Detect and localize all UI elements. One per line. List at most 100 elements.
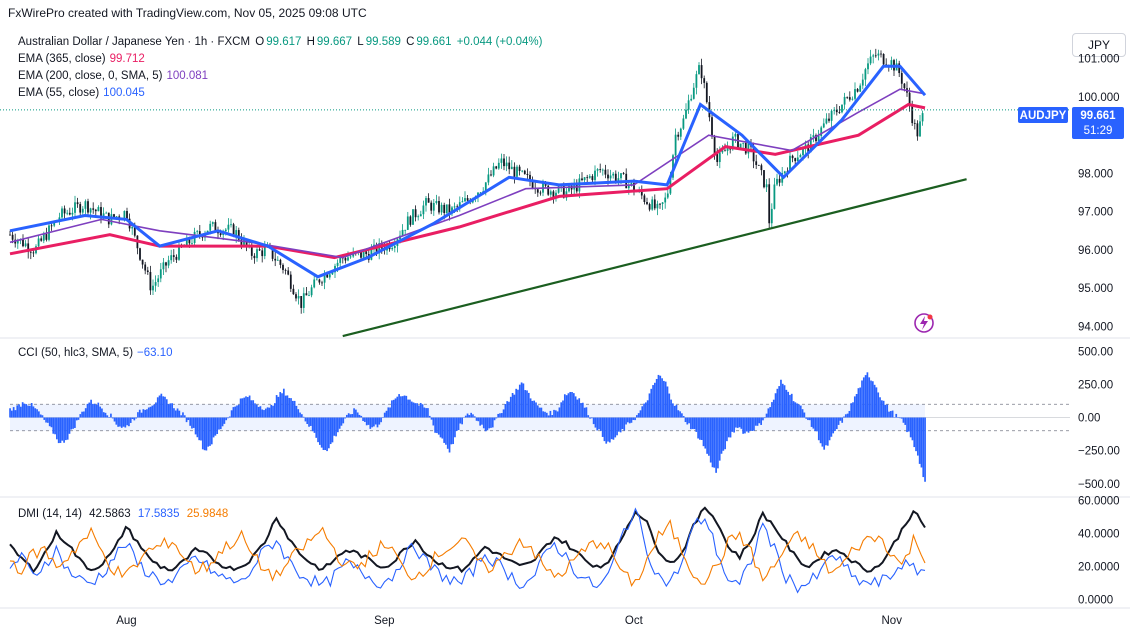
cci-bar	[717, 417, 719, 469]
cci-bar	[448, 417, 451, 453]
dmi-axis-tick: 20.0000	[1078, 562, 1120, 574]
dmi-legend[interactable]: DMI (14, 14) 42.5863 17.5835 25.9848	[18, 508, 228, 520]
cci-bar	[913, 417, 916, 448]
cci-bar	[246, 397, 249, 418]
cci-bar	[850, 403, 853, 418]
cci-bar	[138, 409, 141, 418]
cci-bar	[101, 408, 103, 418]
candle-body	[399, 235, 401, 240]
candle-body	[851, 98, 854, 100]
candle-body	[219, 233, 222, 236]
candle-body	[607, 174, 609, 179]
cci-bar	[583, 407, 586, 418]
candle-body	[604, 169, 607, 175]
cci-bar	[454, 417, 456, 438]
dmi-pane[interactable]	[9, 506, 926, 594]
cci-bar	[191, 417, 193, 429]
cci-bar	[735, 417, 737, 428]
cci-bar	[340, 417, 343, 426]
cci-bar	[844, 414, 847, 418]
cci-bar	[531, 400, 534, 418]
cci-bar	[173, 408, 175, 418]
candle-body	[279, 259, 282, 265]
candle-body	[71, 212, 74, 215]
candle-body	[900, 73, 903, 84]
cci-bar	[29, 405, 31, 418]
candle-body	[599, 169, 602, 170]
cci-bar	[762, 417, 764, 421]
candle-body	[141, 259, 144, 265]
candle-body	[487, 174, 490, 183]
cci-bar	[201, 417, 204, 450]
candle-body	[227, 224, 230, 230]
price-pane[interactable]	[0, 48, 1070, 338]
candle-body	[474, 197, 477, 199]
symbol-name: Australian Dollar / Japanese Yen · 1h · …	[18, 36, 251, 48]
cci-bar	[410, 401, 413, 418]
candle-body	[175, 256, 178, 260]
cci-bar	[432, 417, 435, 426]
candle-body	[776, 178, 778, 185]
cci-bar	[706, 417, 708, 454]
cci-bar	[385, 410, 388, 418]
cci-bar	[180, 415, 183, 418]
cci-bar	[65, 417, 67, 441]
cci-bar	[911, 417, 914, 441]
cci-bar	[803, 412, 806, 418]
cci-bar	[63, 417, 65, 443]
cci-bar	[18, 404, 20, 418]
cci-bar	[466, 413, 469, 418]
cci-axis-tick: 0.00	[1078, 413, 1100, 425]
cci-bar	[486, 417, 489, 431]
cci-bar	[129, 417, 132, 423]
cci-pane[interactable]	[9, 372, 1070, 482]
candle-body	[89, 208, 92, 213]
price-axis-tick: 99.000	[1078, 130, 1113, 142]
attribution-text: FxWirePro created with TradingView.com, …	[8, 6, 367, 20]
currency-button[interactable]: JPY	[1072, 33, 1126, 57]
price-axis-tick: 97.000	[1078, 207, 1113, 219]
ema365-label: EMA (365, close)	[18, 53, 106, 65]
ema200-legend[interactable]: EMA (200, close, 0, SMA, 5) 100.081	[18, 70, 208, 82]
candle-body	[872, 55, 875, 57]
cci-bar	[751, 417, 753, 431]
candle-body	[102, 213, 105, 219]
cci-bar	[920, 417, 923, 468]
cci-bar	[769, 407, 771, 418]
candle-body	[781, 173, 784, 183]
cci-bar	[427, 408, 429, 418]
cci-bar	[110, 413, 112, 418]
cci-legend[interactable]: CCI (50, hlc3, SMA, 5) −63.10	[18, 347, 173, 359]
cci-bar	[169, 403, 172, 418]
candle-body	[430, 202, 433, 211]
cci-bar	[540, 407, 543, 418]
cci-bar	[326, 417, 328, 452]
candle-body	[172, 255, 175, 257]
lightning-icon[interactable]	[914, 313, 934, 333]
candle-body	[635, 191, 638, 193]
cci-bar	[819, 417, 822, 444]
cci-bar	[34, 408, 37, 418]
cci-bar	[210, 417, 213, 445]
candle-body	[370, 249, 373, 260]
candle-body	[269, 245, 271, 248]
cci-bar	[270, 404, 273, 418]
cci-bar	[75, 417, 78, 421]
cci-bar	[727, 417, 730, 438]
cci-bar	[279, 392, 282, 418]
candle-body	[115, 216, 118, 218]
ema55-legend[interactable]: EMA (55, close) 100.045	[18, 87, 145, 99]
candle-body	[677, 134, 680, 137]
time-axis-label: Oct	[625, 615, 644, 627]
cci-bar	[266, 407, 269, 418]
cci-bar	[227, 417, 229, 419]
candle-body	[864, 69, 867, 80]
candle-body	[718, 152, 721, 163]
cci-bar	[441, 417, 444, 439]
candle-body	[601, 169, 604, 171]
candle-body	[224, 229, 227, 232]
cci-bar	[196, 417, 199, 438]
cci-bar	[641, 406, 644, 418]
ema365-legend[interactable]: EMA (365, close) 99.712	[18, 53, 145, 65]
candle-body	[859, 85, 862, 92]
